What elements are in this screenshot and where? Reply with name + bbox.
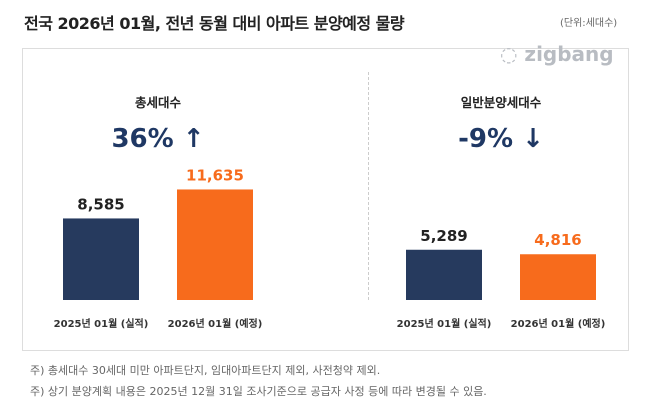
footnote-1: 주) 총세대수 30세대 미만 아파트단지, 임대아파트단지 제외, 사전청약 … [30, 364, 381, 377]
chart-frame [22, 48, 629, 351]
category-label: 2026년 01월 (예정) [168, 317, 263, 330]
change-general: -9% ↓ [458, 124, 544, 154]
zigbang-logo: ◌ zigbang [500, 42, 614, 66]
category-label: 2025년 01월 (실적) [397, 317, 492, 330]
data-label: 5,289 [420, 227, 467, 245]
logo-icon: ◌ [500, 42, 518, 66]
unit-label: (단위:세대수) [560, 18, 618, 29]
chart-title: 전국 2026년 01월, 전년 동월 대비 아파트 분양예정 물량 [24, 14, 405, 33]
bar [177, 189, 253, 300]
logo-text: zigbang [524, 42, 614, 66]
data-label: 11,635 [186, 166, 244, 184]
category-label: 2025년 01월 (실적) [54, 317, 149, 330]
bar [520, 254, 596, 300]
panel-title-general: 일반분양세대수 [460, 95, 542, 110]
data-label: 4,816 [534, 231, 581, 249]
data-label: 8,585 [77, 195, 124, 213]
bar [406, 249, 482, 300]
panel-divider [368, 72, 369, 300]
bar [63, 218, 139, 300]
category-label: 2026년 01월 (예정) [511, 317, 606, 330]
change-total: 36% ↑ [111, 124, 205, 154]
panel-title-total: 총세대수 [134, 95, 181, 110]
footnote-2: 주) 상기 분양계획 내용은 2025년 12월 31일 조사기준으로 공급자 … [30, 385, 487, 398]
